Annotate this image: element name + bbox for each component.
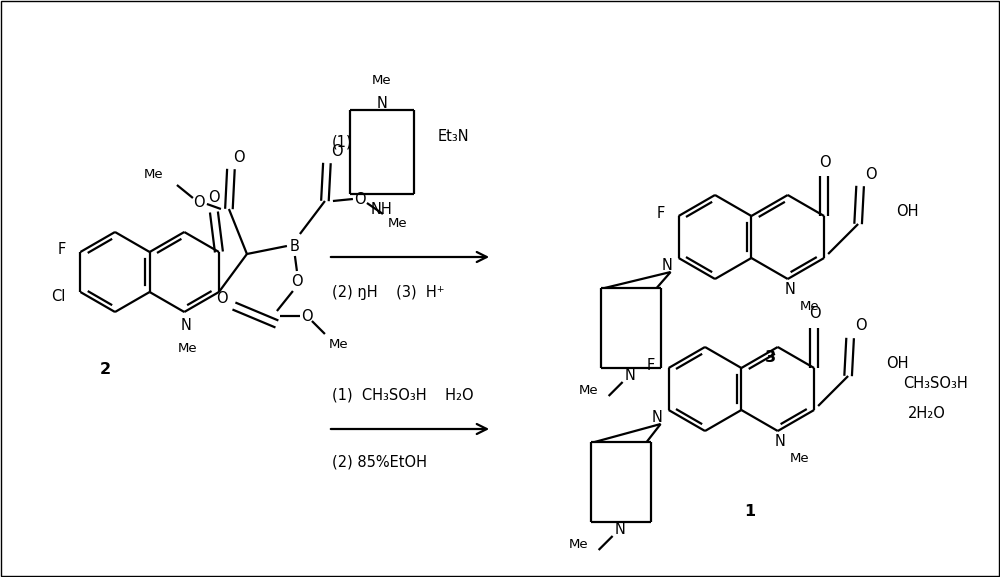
Text: 2H₂O: 2H₂O <box>908 407 946 422</box>
Text: Me: Me <box>579 384 599 396</box>
Text: (2) 85%EtOH: (2) 85%EtOH <box>332 455 427 470</box>
Text: Et₃N: Et₃N <box>438 129 470 144</box>
Text: Me: Me <box>177 342 197 354</box>
Text: N: N <box>774 433 785 448</box>
Text: F: F <box>657 207 665 222</box>
Text: Me: Me <box>569 538 589 550</box>
Text: O: O <box>331 144 343 159</box>
Text: O: O <box>233 149 245 164</box>
Text: Me: Me <box>790 452 810 466</box>
Text: (1)  CH₃SO₃H    H₂O: (1) CH₃SO₃H H₂O <box>332 388 474 403</box>
Text: N: N <box>181 319 192 334</box>
Text: OH: OH <box>886 355 909 370</box>
Text: O: O <box>193 194 205 209</box>
Text: O: O <box>809 306 821 321</box>
Text: O: O <box>208 190 220 205</box>
Text: B: B <box>290 238 300 253</box>
Text: F: F <box>57 242 65 257</box>
Text: 1: 1 <box>744 504 756 519</box>
Text: Me: Me <box>800 301 820 313</box>
Text: O: O <box>855 319 867 334</box>
Text: N: N <box>614 523 625 538</box>
Text: O: O <box>216 290 228 305</box>
Text: (2) ŋH    (3)  H⁺: (2) ŋH (3) H⁺ <box>332 284 444 299</box>
Text: 3: 3 <box>764 350 776 365</box>
Text: O: O <box>291 273 303 288</box>
Text: 2: 2 <box>99 362 111 377</box>
Text: O: O <box>301 309 313 324</box>
Text: Cl: Cl <box>51 288 66 304</box>
Text: OH: OH <box>896 204 919 219</box>
Text: O: O <box>354 192 366 207</box>
Text: CH₃SO₃H: CH₃SO₃H <box>903 377 968 392</box>
Text: (1): (1) <box>332 134 353 149</box>
Text: Me: Me <box>372 73 392 87</box>
Text: Me: Me <box>143 167 163 181</box>
Text: N: N <box>377 96 387 111</box>
Text: O: O <box>819 155 831 170</box>
Text: N: N <box>661 258 672 273</box>
Text: F: F <box>647 358 655 373</box>
Text: O: O <box>865 167 877 182</box>
Text: Me: Me <box>388 216 408 230</box>
Text: N: N <box>651 410 662 425</box>
Text: NH: NH <box>371 201 393 216</box>
Text: N: N <box>624 369 635 384</box>
Text: N: N <box>784 282 795 297</box>
Text: Me: Me <box>329 338 349 350</box>
